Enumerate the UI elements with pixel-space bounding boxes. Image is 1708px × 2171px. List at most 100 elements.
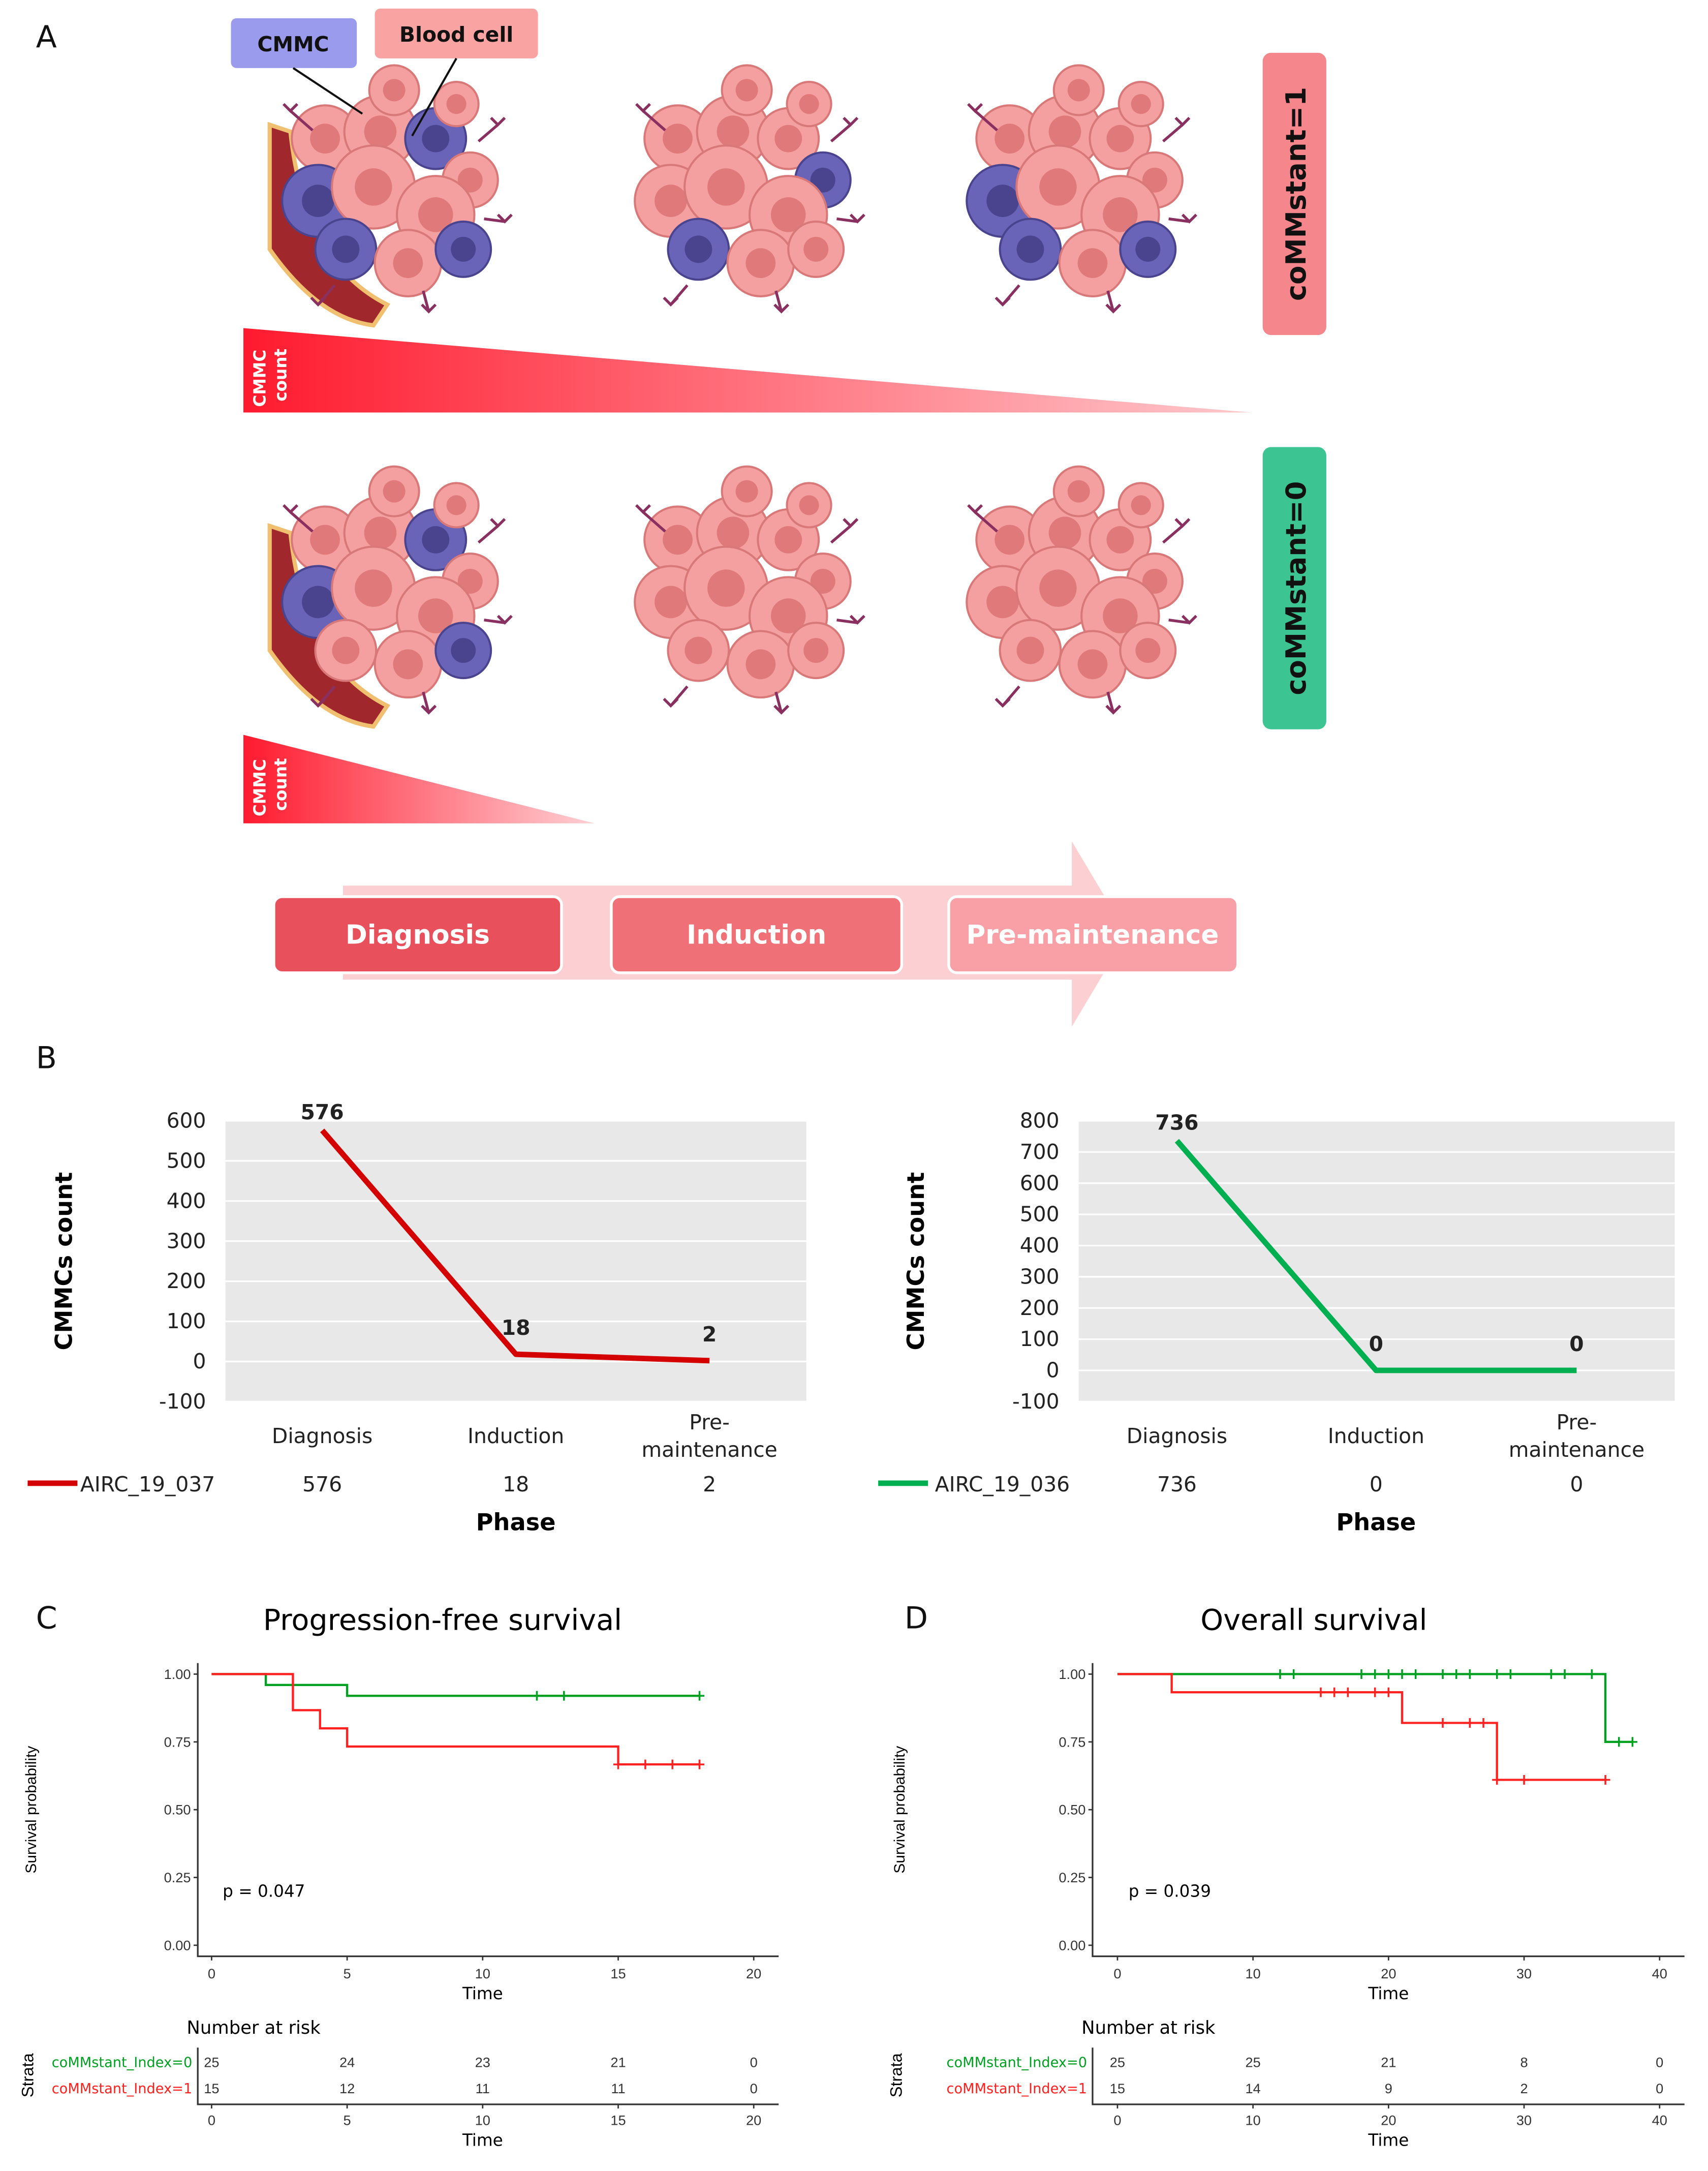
- cell-nucleus: [717, 516, 750, 549]
- censor-mark: [1519, 1775, 1529, 1785]
- cell-nucleus: [355, 168, 392, 206]
- y-axis-label: Survival probability: [891, 1746, 908, 1874]
- x-tick-label: 30: [1516, 1966, 1532, 1981]
- censor-mark: [613, 1759, 624, 1769]
- chart-title: Overall survival: [1200, 1603, 1427, 1637]
- cell-nucleus: [1131, 495, 1151, 515]
- receptor-icon: [967, 504, 998, 533]
- at-risk-count: 11: [476, 2081, 490, 2096]
- at-risk-count: 21: [610, 2054, 626, 2070]
- cmmc-count-gradient-0: [243, 735, 595, 823]
- cell-nucleus: [422, 526, 450, 554]
- censor-mark: [667, 1759, 677, 1769]
- data-label: 0: [1369, 1332, 1383, 1356]
- receptor-icon: [282, 103, 314, 132]
- cell-nucleus: [446, 94, 467, 114]
- receptor-icon: [773, 290, 790, 314]
- x-axis-label: Phase: [476, 1508, 556, 1536]
- y-tick-label: 100: [167, 1309, 206, 1333]
- cell-nucleus: [1103, 197, 1138, 232]
- at-risk-count: 9: [1385, 2081, 1392, 2096]
- cmmc-legend-box: [231, 18, 357, 68]
- cell-nucleus: [1142, 569, 1167, 594]
- censor-mark: [1289, 1669, 1299, 1679]
- panel-label-b: B: [36, 1040, 57, 1076]
- data-label: 576: [300, 1100, 344, 1124]
- cell-nucleus: [685, 636, 712, 664]
- receptor-icon: [773, 691, 790, 715]
- cell-nucleus: [799, 495, 819, 515]
- risk-x-tick-label: 20: [1381, 2113, 1396, 2128]
- y-axis-label: CMMCs count: [50, 1172, 78, 1351]
- receptor-icon: [484, 213, 513, 224]
- risk-axes: [197, 2047, 779, 2105]
- cell-nucleus: [1077, 649, 1108, 680]
- x-axis-label: Phase: [1336, 1508, 1416, 1536]
- cell-nucleus: [383, 480, 406, 503]
- risk-table-title: Number at risk: [1081, 2017, 1216, 2038]
- y-tick-label: -100: [159, 1389, 206, 1414]
- censor-mark: [1478, 1718, 1488, 1728]
- cell-nucleus: [1048, 115, 1081, 148]
- censor-mark: [1614, 1737, 1624, 1747]
- cmmc-legend-label: CMMC: [257, 32, 329, 56]
- category-label: Diagnosis: [272, 1424, 372, 1448]
- censor-mark: [1560, 1669, 1570, 1679]
- legend-series-name: AIRC_19_036: [935, 1472, 1070, 1496]
- y-tick-label: 600: [1020, 1171, 1060, 1195]
- risk-axes: [1092, 2047, 1685, 2105]
- cell-clusters: [267, 64, 1197, 729]
- y-tick-label: 300: [1020, 1264, 1060, 1289]
- cell-nucleus: [418, 197, 453, 232]
- censor-mark: [559, 1691, 569, 1701]
- censor-mark: [1411, 1669, 1421, 1679]
- strata-name: coMMstant_Index=1: [947, 2081, 1088, 2097]
- axes: [1092, 1663, 1685, 1958]
- censor-mark: [1275, 1669, 1285, 1679]
- cell-nucleus: [803, 638, 829, 663]
- receptor-icon: [282, 504, 314, 533]
- table-value: 736: [1157, 1472, 1197, 1496]
- cell-nucleus: [332, 235, 360, 263]
- y-tick-label: 0.25: [1059, 1870, 1085, 1885]
- cell-nucleus: [364, 115, 397, 148]
- risk-x-axis-label: Time: [462, 2130, 503, 2150]
- y-tick-label: 400: [167, 1188, 206, 1213]
- strata-name: coMMstant_Index=1: [52, 2081, 193, 2097]
- cell-nucleus: [1106, 125, 1134, 152]
- cell-nucleus: [457, 167, 483, 193]
- receptor-icon: [477, 518, 506, 544]
- cell-nucleus: [774, 125, 802, 152]
- p-value: p = 0.047: [223, 1882, 305, 1901]
- cell-nucleus: [332, 636, 360, 664]
- category-label: Pre-: [1557, 1410, 1597, 1434]
- cell-cluster: [634, 64, 865, 314]
- receptor-icon: [310, 284, 336, 307]
- cell-nucleus: [1048, 516, 1081, 549]
- category-label: Induction: [468, 1424, 564, 1448]
- at-risk-count: 2: [1520, 2081, 1528, 2096]
- receptor-icon: [663, 685, 689, 708]
- cell-nucleus: [810, 167, 835, 193]
- at-risk-count: 23: [475, 2054, 490, 2070]
- cell-nucleus: [418, 598, 453, 633]
- table-value: 0: [1370, 1472, 1383, 1496]
- receptor-icon: [830, 116, 859, 143]
- at-risk-count: 0: [1656, 2081, 1663, 2096]
- y-tick-label: 500: [167, 1148, 206, 1173]
- survival-curve: [211, 1673, 700, 1697]
- cell-cluster: [267, 64, 513, 328]
- receptor-icon: [1168, 213, 1197, 224]
- cell-nucleus: [1067, 79, 1090, 102]
- x-tick-label: 10: [475, 1966, 490, 1981]
- risk-x-axis-label: Time: [1368, 2130, 1409, 2150]
- censor-mark: [1343, 1687, 1353, 1697]
- receptor-icon: [1105, 691, 1122, 715]
- panel-label-a: A: [36, 19, 57, 55]
- x-axis-label: Time: [462, 1984, 503, 2003]
- at-risk-count: 25: [1110, 2054, 1125, 2070]
- cell-nucleus: [364, 516, 397, 549]
- cell-nucleus: [451, 638, 476, 663]
